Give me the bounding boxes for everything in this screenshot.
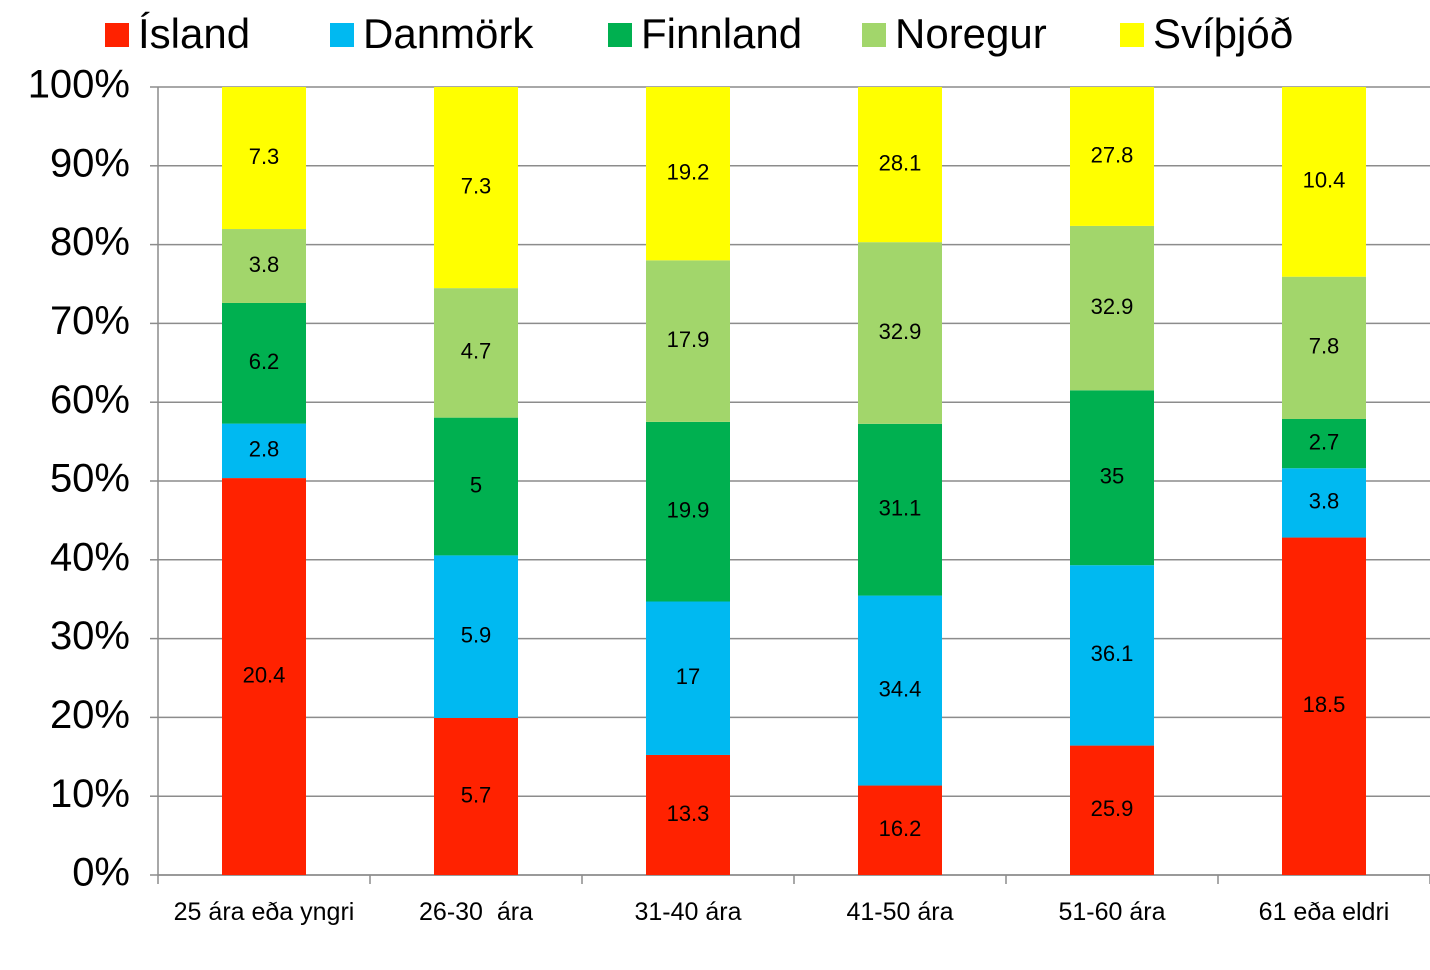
bar-segment — [1070, 565, 1154, 746]
bar-segment — [434, 555, 518, 718]
data-label: 6.2 — [249, 349, 280, 374]
data-label: 17.9 — [667, 327, 710, 352]
data-label: 7.3 — [249, 144, 280, 169]
legend-label: Noregur — [895, 10, 1047, 57]
y-tick-label: 40% — [50, 535, 130, 579]
data-label: 25.9 — [1091, 796, 1134, 821]
x-tick-label: 61 eða eldri — [1258, 898, 1390, 926]
bar-segment — [1070, 225, 1154, 391]
data-label: 32.9 — [879, 319, 922, 344]
bar-segment — [1282, 276, 1366, 419]
data-label: 34.4 — [879, 676, 922, 701]
data-label: 10.4 — [1303, 168, 1346, 193]
legend-swatch — [862, 23, 886, 47]
x-tick-label: 41-50 ára — [846, 898, 954, 926]
y-tick-label: 30% — [50, 614, 130, 658]
legend-label: Svíþjóð — [1153, 10, 1293, 57]
bar-segment — [434, 417, 518, 556]
data-label: 27.8 — [1091, 142, 1134, 167]
y-tick-label: 0% — [72, 851, 130, 895]
y-tick-label: 10% — [50, 772, 130, 816]
data-label: 5 — [470, 472, 482, 497]
bar-segment — [222, 87, 306, 230]
x-tick-label: 25 ára eða yngri — [173, 898, 355, 926]
bar-segment — [222, 302, 306, 424]
bar-segment — [1282, 537, 1366, 875]
data-label: 19.2 — [667, 159, 710, 184]
bar-segment — [646, 87, 730, 261]
bar-segment — [858, 87, 942, 243]
data-label: 20.4 — [243, 662, 286, 687]
data-label: 2.8 — [249, 437, 280, 462]
bar-segment — [1070, 745, 1154, 875]
data-label: 3.8 — [249, 252, 280, 277]
data-label: 7.3 — [461, 173, 492, 198]
legend-swatch — [330, 23, 354, 47]
data-label: 7.8 — [1309, 334, 1340, 359]
data-label: 19.9 — [667, 498, 710, 523]
legend-swatch — [105, 23, 129, 47]
bar-segment — [1282, 418, 1366, 469]
bar-segment — [858, 785, 942, 875]
y-tick-label: 70% — [50, 299, 130, 343]
bar-segment — [1070, 390, 1154, 566]
bar-segment — [1070, 87, 1154, 226]
y-tick-label: 90% — [50, 141, 130, 185]
bar-segment — [646, 421, 730, 602]
y-tick-label: 100% — [28, 63, 130, 107]
bar-segment — [1282, 468, 1366, 538]
legend-label: Ísland — [138, 10, 250, 57]
x-tick-label: 26-30 ára — [419, 898, 533, 926]
bar-segment — [434, 87, 518, 289]
legend-label: Danmörk — [363, 10, 534, 57]
data-label: 31.1 — [879, 496, 922, 521]
data-label: 28.1 — [879, 150, 922, 175]
legend-swatch — [1120, 23, 1144, 47]
bar-segment — [222, 423, 306, 479]
bar-segment — [646, 260, 730, 422]
bar-segment — [434, 288, 518, 418]
data-label: 5.7 — [461, 782, 492, 807]
bar-segment — [646, 754, 730, 875]
data-label: 5.9 — [461, 622, 492, 647]
x-tick-label: 31-40 ára — [634, 898, 742, 926]
bar-segment — [646, 601, 730, 755]
y-tick-label: 60% — [50, 378, 130, 422]
bar-segment — [1282, 87, 1366, 277]
data-label: 4.7 — [461, 339, 492, 364]
data-label: 35 — [1100, 464, 1124, 489]
bar-segment — [858, 595, 942, 786]
bar-segment — [222, 229, 306, 303]
y-tick-label: 50% — [50, 457, 130, 501]
data-label: 17 — [676, 664, 700, 689]
data-label: 2.7 — [1309, 429, 1340, 454]
legend-label: Finnland — [641, 10, 802, 57]
data-label: 36.1 — [1091, 641, 1134, 666]
data-label: 16.2 — [879, 816, 922, 841]
bar-segment — [858, 242, 942, 424]
y-tick-label: 20% — [50, 693, 130, 737]
y-tick-label: 80% — [50, 220, 130, 264]
data-label: 32.9 — [1091, 294, 1134, 319]
bar-segment — [222, 478, 306, 875]
data-label: 3.8 — [1309, 489, 1340, 514]
bar-segment — [434, 717, 518, 875]
legend-swatch — [608, 23, 632, 47]
data-label: 13.3 — [667, 801, 710, 826]
x-tick-label: 51-60 ára — [1058, 898, 1166, 926]
data-label: 18.5 — [1303, 692, 1346, 717]
bar-segment — [858, 423, 942, 596]
